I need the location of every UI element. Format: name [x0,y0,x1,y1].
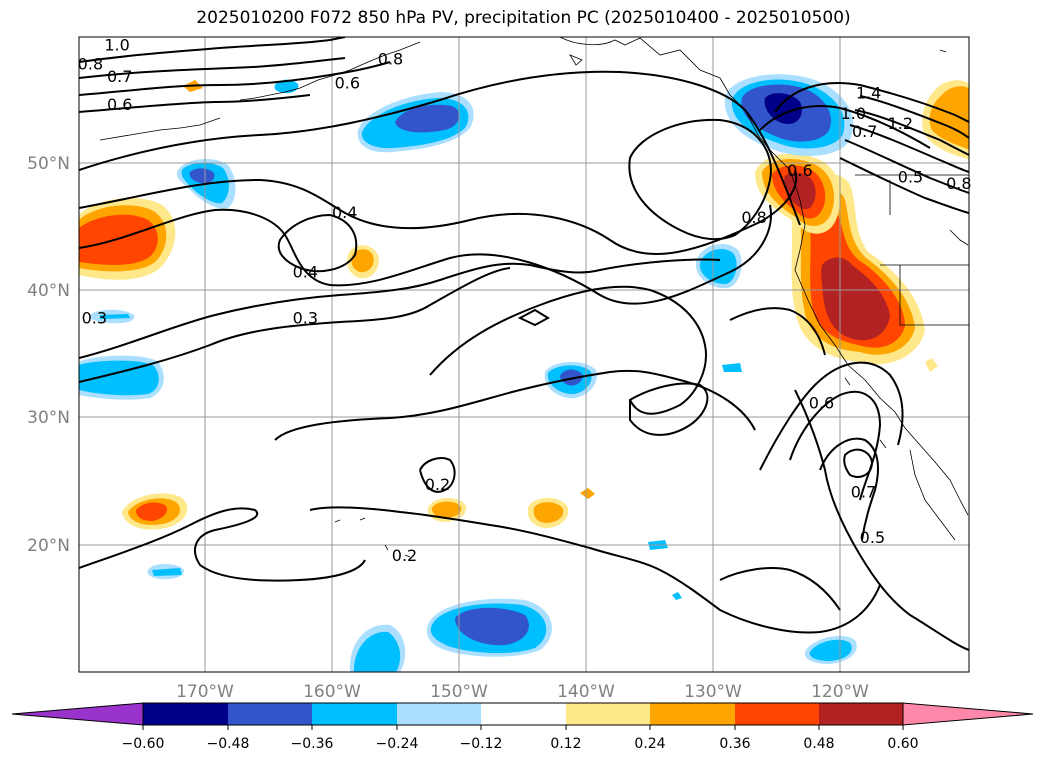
latitude-axis: 20°N 30°N 40°N 50°N [27,154,70,556]
colorbar-swatch [312,703,397,725]
contour-label: 0.4 [293,263,318,282]
contour-label: 0.3 [82,308,107,327]
contour-label: 1.0 [841,104,866,123]
contour-label: 1.4 [856,84,881,103]
colorbar-tick-label: −0.24 [376,736,419,752]
contour-label: 0.8 [78,54,103,73]
colorbar-tick-label: 0.36 [719,736,750,752]
contour-label: 1.0 [104,35,129,54]
colorbar-swatch [228,703,312,725]
colorbar-swatch [819,703,903,725]
contour-label: 0.6 [107,95,132,114]
colorbar-extend-high [902,702,1034,726]
colorbar-tick-label: −0.12 [460,736,503,752]
page-title: 2025010200 F072 850 hPa PV, precipitatio… [196,8,851,28]
contour-label: 0.7 [852,122,877,141]
map-frame [78,36,970,673]
colorbar-swatch [143,703,228,725]
colorbar-tick-label: 0.60 [887,736,918,752]
colorbar-tick-label: −0.36 [291,736,334,752]
contour-label: 0.8 [946,174,971,193]
lat-tick-label: 30°N [27,408,70,428]
colorbar-outline [142,702,904,726]
colorbar-swatch [481,703,566,725]
longitude-axis: 170°W 160°W 150°W 140°W 130°W 120°W [176,682,869,702]
lon-tick-label: 150°W [430,682,488,702]
contour-label-layer: 1.00.80.70.60.60.81.41.01.20.70.5 0.80.60… [78,35,972,565]
contour-label: 0.6 [787,161,812,180]
colorbar-swatch [650,703,735,725]
contour-label: 0.5 [898,168,923,187]
lon-tick-label: 140°W [557,682,615,702]
contour-label: 0.2 [425,475,450,494]
lon-tick-label: 160°W [303,682,361,702]
contour-label: 1.2 [888,114,913,133]
contour-label: 0.5 [860,528,885,547]
colorbar: −0.60 −0.48 −0.36 −0.24 −0.12 0.12 0.24 … [11,702,1034,752]
colorbar-swatch [735,703,819,725]
contour-label: 0.8 [378,49,403,68]
contour-label: 0.2 [392,546,417,565]
contour-label: 0.4 [332,203,357,222]
colorbar-tick-label: 0.12 [550,736,581,752]
lat-tick-label: 40°N [27,281,70,301]
lon-tick-label: 170°W [176,682,234,702]
contour-label: 0.7 [851,482,876,501]
contour-label: 0.6 [335,74,360,93]
colorbar-extend-low [11,702,144,726]
colorbar-tick-label: 0.24 [634,736,665,752]
colorbar-swatch [566,703,650,725]
colorbar-tick-label: 0.48 [803,736,834,752]
colorbar-tick-label: −0.48 [207,736,250,752]
precipitation-shading [79,74,969,672]
lon-tick-label: 120°W [811,682,869,702]
map-plot-area: 1.00.80.70.60.60.81.41.01.20.70.5 0.80.60… [78,35,972,673]
colorbar-ticks [142,725,904,730]
lon-tick-label: 130°W [684,682,742,702]
contour-label: 0.3 [293,308,318,327]
map-gridlines [79,37,969,672]
contour-label: 0.6 [809,394,834,413]
colorbar-swatch [397,703,481,725]
colorbar-tick-label: −0.60 [122,736,165,752]
lat-tick-label: 20°N [27,536,70,556]
contour-label: 0.8 [741,208,766,227]
lat-tick-label: 50°N [27,154,70,174]
pv-contours [79,37,969,651]
contour-label: 0.7 [107,67,132,86]
